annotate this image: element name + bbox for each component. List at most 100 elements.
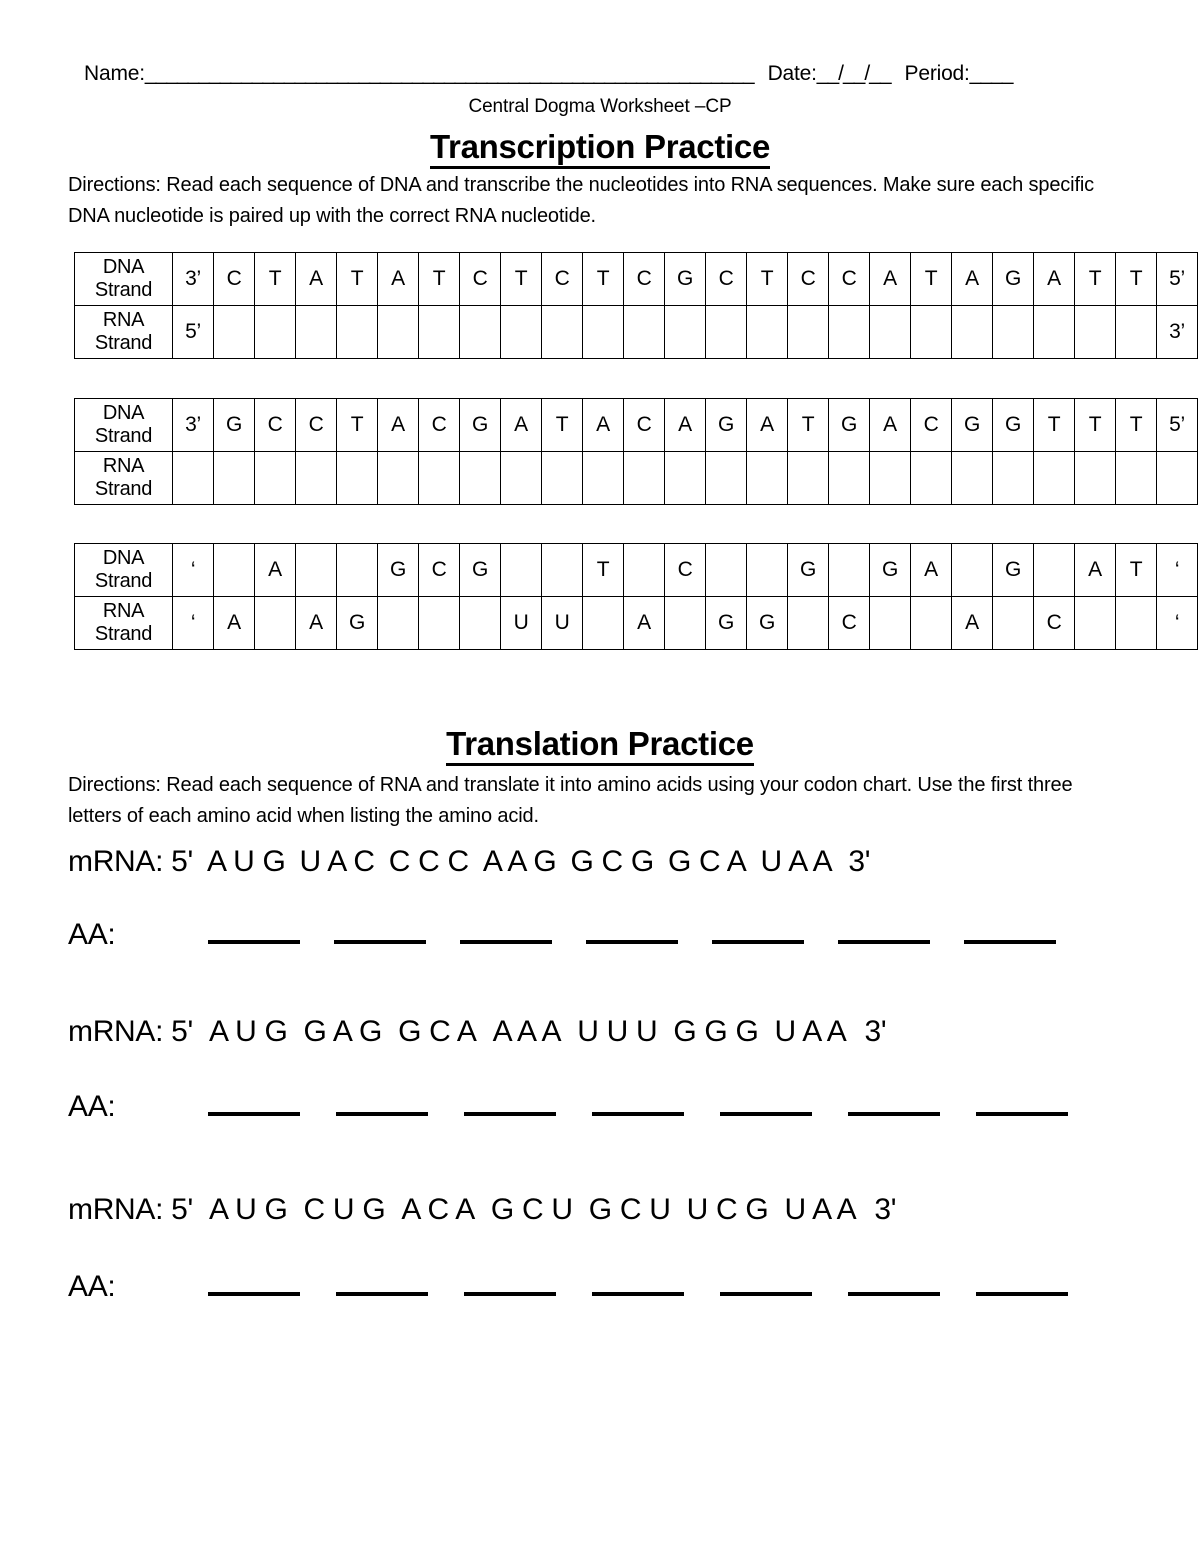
rna-blank-cell[interactable] — [295, 451, 337, 505]
rna-strand-row: RNA Strand 5’ 3’ — [74, 305, 1198, 359]
rna-blank-cell[interactable] — [664, 305, 706, 359]
period-blank[interactable]: ____ — [969, 62, 1014, 85]
rna-blank-cell[interactable] — [213, 305, 255, 359]
rna-blank-cell[interactable] — [336, 451, 378, 505]
rna-blank-cell[interactable] — [992, 596, 1034, 650]
rna-blank-cell[interactable] — [746, 305, 788, 359]
amino-acid-blank[interactable] — [464, 1276, 556, 1296]
rna-blank-cell[interactable] — [1033, 305, 1075, 359]
rna-blank-cell[interactable] — [459, 596, 501, 650]
rna-blank-cell[interactable] — [787, 305, 829, 359]
rna-blank-cell[interactable] — [951, 305, 993, 359]
rna-blank-cell[interactable] — [172, 451, 214, 505]
rna-blank-cell[interactable] — [459, 451, 501, 505]
rna-blank-cell[interactable] — [787, 451, 829, 505]
dna-blank-cell[interactable] — [500, 543, 542, 597]
dna-blank-cell[interactable] — [951, 543, 993, 597]
rna-blank-cell[interactable] — [377, 451, 419, 505]
rna-blank-cell[interactable] — [459, 305, 501, 359]
amino-acid-blank[interactable] — [336, 1096, 428, 1116]
amino-acid-blank[interactable] — [848, 1276, 940, 1296]
three-prime-marker: 3' — [848, 845, 871, 878]
dna-strand-label: DNA Strand — [74, 252, 173, 306]
rna-blank-cell[interactable] — [705, 305, 747, 359]
rna-blank-cell[interactable] — [746, 451, 788, 505]
rna-blank-cell[interactable] — [1074, 305, 1116, 359]
amino-acid-blank[interactable] — [592, 1096, 684, 1116]
rna-blank-cell[interactable] — [254, 305, 296, 359]
rna-blank-cell[interactable] — [992, 305, 1034, 359]
rna-blank-cell[interactable] — [1074, 596, 1116, 650]
amino-acid-blank[interactable] — [720, 1096, 812, 1116]
amino-acid-blank[interactable] — [592, 1276, 684, 1296]
rna-blank-cell[interactable] — [828, 451, 870, 505]
amino-acid-blank[interactable] — [460, 924, 552, 944]
date-blank[interactable]: __/__/__ — [816, 62, 892, 85]
rna-blank-cell[interactable] — [418, 305, 460, 359]
rna-blank-cell[interactable] — [582, 305, 624, 359]
amino-acid-blank[interactable] — [712, 924, 804, 944]
rna-blank-cell[interactable] — [910, 451, 952, 505]
dna-blank-cell[interactable] — [1033, 543, 1075, 597]
dna-blank-cell[interactable] — [213, 543, 255, 597]
rna-blank-cell[interactable] — [869, 451, 911, 505]
rna-blank-cell[interactable] — [213, 451, 255, 505]
dna-blank-cell[interactable] — [746, 543, 788, 597]
rna-blank-cell[interactable] — [623, 451, 665, 505]
amino-acid-blank[interactable] — [208, 1276, 300, 1296]
amino-acid-blank[interactable] — [208, 924, 300, 944]
dna-blank-cell[interactable] — [705, 543, 747, 597]
rna-blank-cell[interactable] — [295, 305, 337, 359]
amino-acid-blank[interactable] — [964, 924, 1056, 944]
rna-blank-cell[interactable] — [1115, 451, 1157, 505]
amino-acid-blank[interactable] — [334, 924, 426, 944]
rna-blank-cell[interactable] — [1033, 451, 1075, 505]
dna-blank-cell[interactable] — [541, 543, 583, 597]
amino-acid-blank[interactable] — [586, 924, 678, 944]
rna-blank-cell[interactable] — [992, 451, 1034, 505]
rna-blank-cell[interactable] — [828, 305, 870, 359]
rna-blank-cell[interactable] — [787, 596, 829, 650]
amino-acid-blank[interactable] — [838, 924, 930, 944]
rna-blank-cell[interactable] — [541, 305, 583, 359]
dna-blank-cell[interactable] — [623, 543, 665, 597]
rna-blank-cell[interactable] — [623, 305, 665, 359]
rna-blank-cell[interactable] — [951, 451, 993, 505]
amino-acid-blank[interactable] — [336, 1276, 428, 1296]
rna-blank-cell[interactable] — [910, 305, 952, 359]
rna-blank-cell[interactable] — [705, 451, 747, 505]
rna-blank-cell[interactable] — [500, 451, 542, 505]
rna-blank-cell[interactable] — [910, 596, 952, 650]
rna-blank-cell[interactable] — [418, 596, 460, 650]
dna-nucleotide-cell: G — [869, 543, 911, 597]
rna-blank-cell[interactable] — [582, 596, 624, 650]
rna-blank-cell[interactable] — [336, 305, 378, 359]
amino-acid-blank[interactable] — [976, 1276, 1068, 1296]
rna-blank-cell[interactable] — [418, 451, 460, 505]
name-blank[interactable]: ________________________________________… — [144, 62, 755, 85]
rna-blank-cell[interactable] — [664, 596, 706, 650]
amino-acid-blank[interactable] — [976, 1096, 1068, 1116]
rna-blank-cell[interactable] — [377, 596, 419, 650]
amino-acid-blank[interactable] — [720, 1276, 812, 1296]
rna-blank-cell[interactable] — [254, 451, 296, 505]
rna-blank-cell[interactable] — [664, 451, 706, 505]
rna-blank-cell[interactable] — [1074, 451, 1116, 505]
rna-blank-cell[interactable] — [254, 596, 296, 650]
amino-acid-blank[interactable] — [848, 1096, 940, 1116]
dna-blank-cell[interactable] — [828, 543, 870, 597]
rna-blank-cell[interactable] — [500, 305, 542, 359]
dna-blank-cell[interactable] — [336, 543, 378, 597]
amino-acid-blank[interactable] — [208, 1096, 300, 1116]
rna-blank-cell[interactable] — [541, 451, 583, 505]
rna-blank-cell[interactable] — [582, 451, 624, 505]
rna-blank-cell[interactable] — [869, 596, 911, 650]
rna-blank-cell[interactable] — [1115, 596, 1157, 650]
rna-blank-cell[interactable] — [869, 305, 911, 359]
dna-blank-cell[interactable] — [295, 543, 337, 597]
rna-blank-cell[interactable] — [377, 305, 419, 359]
amino-acid-blank[interactable] — [464, 1096, 556, 1116]
rna-blank-cell[interactable] — [1115, 305, 1157, 359]
rna-blank-cell[interactable] — [1156, 451, 1198, 505]
rna-end-marker: ‘ — [172, 596, 214, 650]
